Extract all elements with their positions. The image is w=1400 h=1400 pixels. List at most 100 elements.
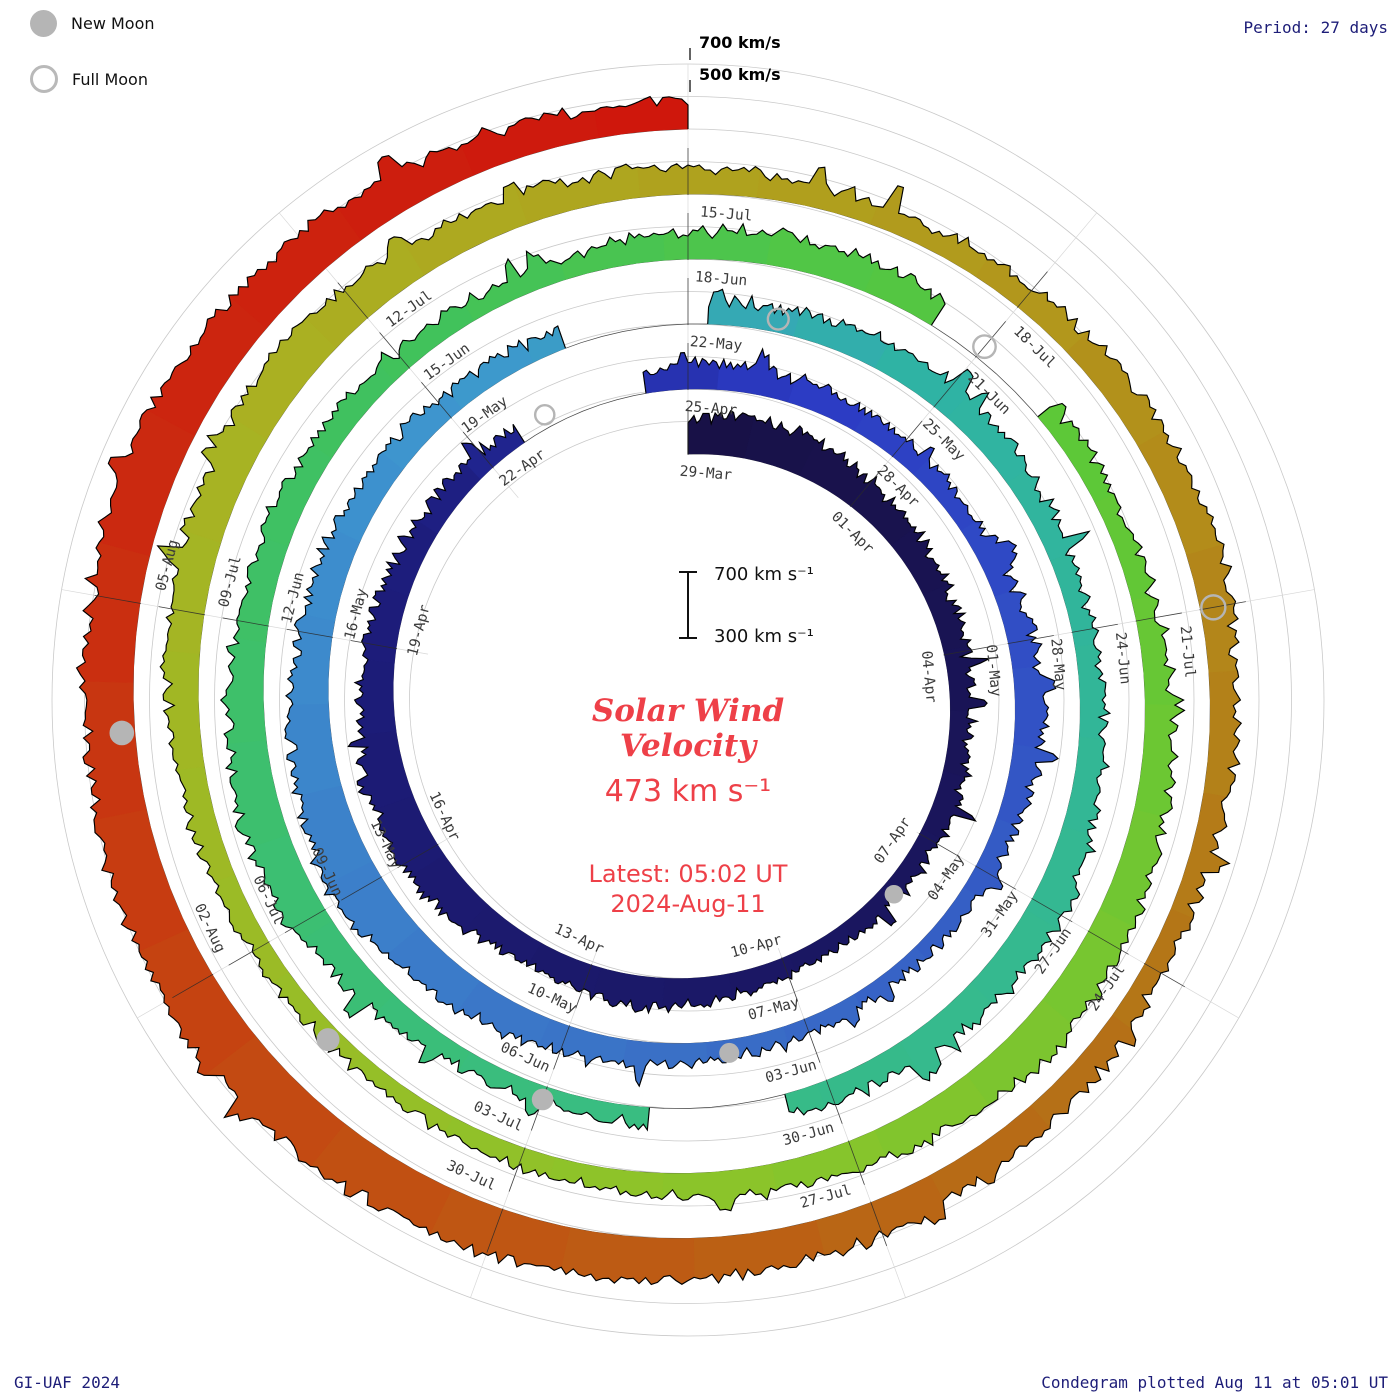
velocity-trace-edge <box>75 95 1243 1286</box>
full-moon-icon <box>30 65 58 93</box>
velocity-trace-edge <box>284 325 1059 1088</box>
date-ticks <box>94 148 1246 1253</box>
full-moon-marker <box>972 334 997 360</box>
full-moon-marker <box>1200 594 1227 621</box>
chart-title-line2: Velocity <box>619 728 757 764</box>
date-tick <box>286 628 333 638</box>
date-label: 29-Mar <box>679 464 733 484</box>
velocity-band-segment <box>175 765 235 883</box>
velocity-band-segment <box>97 409 196 557</box>
date-tick <box>1135 612 1182 622</box>
velocity-trace-edge <box>707 288 1112 1116</box>
velocity-band <box>75 95 1243 1286</box>
velocity-band-segment <box>548 1157 664 1200</box>
velocity-band-segment <box>787 373 866 432</box>
velocity-band-segment <box>963 818 1020 897</box>
scale-label-700: 700 km s⁻¹ <box>714 564 814 585</box>
velocity-band-segment <box>560 1227 695 1285</box>
moon-markers <box>109 307 1227 1111</box>
date-label: 13-Apr <box>552 921 607 957</box>
velocity-band-segment <box>942 710 979 778</box>
velocity-band-segment <box>693 1220 825 1284</box>
velocity-band-segment <box>310 363 396 459</box>
velocity-band-segment <box>947 392 1027 484</box>
velocity-band-segment <box>854 410 935 475</box>
velocity-band-segment <box>873 1074 990 1159</box>
velocity-band-segment <box>1131 596 1185 706</box>
date-tick <box>228 941 270 966</box>
velocity-band-segment <box>428 1188 571 1271</box>
date-tick <box>341 876 383 901</box>
velocity-band-segment <box>793 307 889 369</box>
date-tick <box>847 1140 865 1185</box>
date-tick <box>1071 623 1118 633</box>
chart-title-line1: Solar Wind <box>591 693 785 729</box>
velocity-trace-edge <box>219 222 946 1132</box>
velocity-band-segment <box>233 536 289 643</box>
full-moon-marker <box>533 403 556 426</box>
velocity-band-segment <box>788 923 856 973</box>
new-moon-marker <box>719 1042 740 1063</box>
date-tick <box>337 282 369 319</box>
date-tick <box>825 1079 843 1124</box>
velocity-band-segment <box>594 96 689 138</box>
velocity-band-segment <box>1006 470 1091 562</box>
velocity-band-segment <box>590 967 665 1014</box>
date-tick <box>172 973 214 999</box>
full-moon-marker <box>766 307 790 331</box>
velocity-band-segment <box>333 451 404 542</box>
date-tick <box>94 594 141 604</box>
velocity-band-segment <box>1099 809 1167 929</box>
date-tick <box>1031 897 1073 923</box>
velocity-trace-edge <box>347 409 990 1015</box>
date-tick <box>1007 635 1054 645</box>
date-label: 25-Apr <box>684 399 738 419</box>
legend-full-moon: Full Moon <box>30 64 148 94</box>
date-tick <box>1199 601 1246 611</box>
date-tick <box>933 370 965 408</box>
velocity-band-segment <box>76 541 150 683</box>
velocity-band-segment <box>465 250 567 321</box>
velocity-band-segment <box>943 646 990 713</box>
velocity-band-segment <box>346 1053 454 1132</box>
velocity-band-segment <box>717 348 796 403</box>
date-tick <box>975 321 1006 358</box>
date-tick <box>350 640 397 650</box>
period-label: Period: 27 days <box>1243 18 1389 37</box>
date-tick <box>891 420 923 458</box>
center-annotation: Solar Wind Velocity 473 km s⁻¹ Latest: 0… <box>438 694 938 919</box>
velocity-band-segment <box>766 227 879 292</box>
date-label: 10-Apr <box>729 932 784 961</box>
date-tick <box>849 470 881 508</box>
date-label: 04-Apr <box>918 650 939 704</box>
date-tick <box>486 1208 504 1253</box>
scale-bar <box>679 571 697 639</box>
velocity-band-segment <box>347 730 414 811</box>
date-label: 21-Jul <box>1177 625 1198 679</box>
velocity-band-segment <box>960 521 1019 598</box>
velocity-band-segment <box>728 954 797 1001</box>
date-label: 28-May <box>1047 638 1068 692</box>
date-tick <box>1087 930 1129 955</box>
date-tick <box>575 964 593 1009</box>
date-tick <box>553 1025 570 1070</box>
new-moon-marker <box>531 1088 554 1111</box>
velocity-band-segment <box>637 163 761 198</box>
velocity-band-segment <box>284 703 342 796</box>
date-tick <box>379 332 411 369</box>
new-moon-marker <box>316 1028 340 1052</box>
legend-new-moon: New Moon <box>30 8 155 38</box>
velocity-band-segment <box>1095 493 1156 602</box>
velocity-band-segment <box>220 637 267 744</box>
latest-time: Latest: 05:02 UT <box>588 860 788 888</box>
velocity-band-segment <box>661 973 733 1014</box>
velocity-band-segment <box>381 391 463 470</box>
velocity-band-segment <box>537 1018 628 1068</box>
velocity-band-segment <box>1062 736 1110 836</box>
velocity-band-segment <box>663 223 772 265</box>
legend-full-moon-label: Full Moon <box>72 69 148 89</box>
velocity-band-segment <box>642 352 720 394</box>
date-tick <box>803 1018 821 1063</box>
